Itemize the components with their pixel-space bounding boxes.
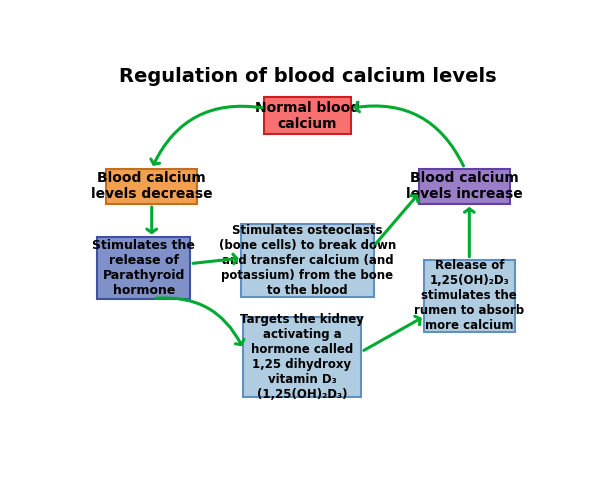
Text: Blood calcium
levels decrease: Blood calcium levels decrease <box>91 171 212 201</box>
FancyBboxPatch shape <box>265 97 350 134</box>
FancyBboxPatch shape <box>419 169 510 204</box>
FancyBboxPatch shape <box>97 238 190 299</box>
Text: Stimulates osteoclasts
(bone cells) to break down
and transfer calcium (and
pota: Stimulates osteoclasts (bone cells) to b… <box>219 224 396 297</box>
Text: Targets the kidney
activating a
hormone called
1,25 dihydroxy
vitamin D₃
(1,25(O: Targets the kidney activating a hormone … <box>240 313 364 401</box>
FancyBboxPatch shape <box>241 225 374 297</box>
Text: Regulation of blood calcium levels: Regulation of blood calcium levels <box>119 67 496 86</box>
Text: Blood calcium
levels increase: Blood calcium levels increase <box>406 171 523 201</box>
FancyBboxPatch shape <box>106 169 197 204</box>
Text: Stimulates the
release of
Parathyroid
hormone: Stimulates the release of Parathyroid ho… <box>92 239 195 297</box>
FancyBboxPatch shape <box>242 317 361 398</box>
Text: Release of
1,25(OH)₂D₃
stimulates the
rumen to absorb
more calcium: Release of 1,25(OH)₂D₃ stimulates the ru… <box>414 259 524 332</box>
FancyBboxPatch shape <box>424 260 515 332</box>
Text: Normal blood
calcium: Normal blood calcium <box>255 100 360 131</box>
